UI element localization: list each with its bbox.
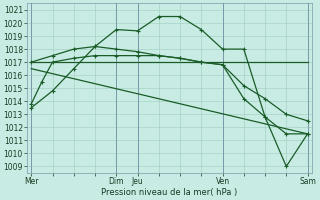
X-axis label: Pression niveau de la mer( hPa ): Pression niveau de la mer( hPa ) xyxy=(101,188,237,197)
